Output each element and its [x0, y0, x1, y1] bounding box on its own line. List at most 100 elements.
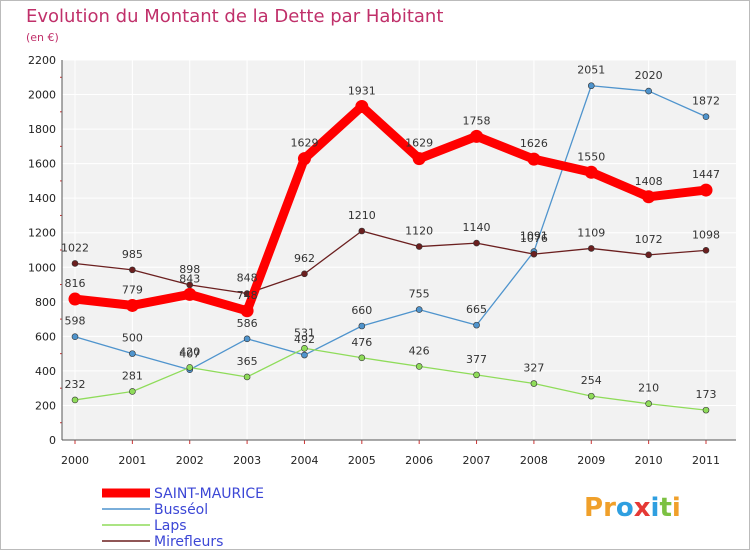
data-point — [415, 243, 423, 250]
x-tick-label: 2006 — [405, 454, 433, 467]
data-label: 281 — [122, 369, 143, 382]
data-point — [355, 99, 369, 113]
data-label: 1931 — [348, 84, 376, 97]
data-point — [183, 287, 197, 301]
data-point — [297, 152, 311, 166]
data-point — [129, 350, 136, 357]
data-label: 232 — [65, 378, 86, 391]
x-tick-label: 2004 — [290, 454, 318, 467]
legend-label: SAINT-MAURICE — [154, 486, 264, 502]
data-point — [702, 247, 710, 254]
data-label: 848 — [237, 272, 258, 285]
grid — [62, 59, 736, 441]
x-tick-label: 2001 — [118, 454, 146, 467]
data-label: 1098 — [692, 228, 720, 241]
data-point — [301, 344, 308, 352]
data-point — [240, 304, 254, 318]
data-point — [186, 364, 194, 371]
data-label: 2051 — [577, 64, 605, 77]
data-point — [415, 363, 423, 370]
data-label: 1076 — [520, 232, 548, 245]
logo-letter: x — [634, 493, 651, 523]
data-label: 898 — [179, 263, 200, 276]
chart-title: Evolution du Montant de la Dette par Hab… — [26, 6, 443, 27]
data-label: 598 — [65, 315, 86, 328]
data-label: 531 — [294, 326, 315, 339]
data-point — [645, 400, 652, 408]
data-point — [473, 321, 480, 329]
data-label: 1626 — [520, 137, 548, 150]
data-point — [584, 165, 598, 179]
data-label: 1072 — [635, 233, 663, 246]
proxiti-logo: Proxiti — [584, 493, 681, 523]
data-point — [587, 82, 595, 90]
axes: 0 200 400 600 800 1000 1200 1400 1600 1800 2000 220… — [28, 54, 736, 467]
y-tick-label: 800 — [35, 296, 56, 309]
data-label: 1091 — [520, 230, 548, 243]
logo-letter: i — [672, 493, 681, 523]
data-point — [358, 322, 366, 330]
x-tick-label: 2000 — [61, 454, 89, 467]
data-label: 1120 — [405, 225, 433, 238]
y-tick-label: 200 — [35, 399, 56, 412]
data-label: 2020 — [635, 69, 663, 82]
y-tick-label: 400 — [35, 365, 56, 378]
data-point — [301, 270, 308, 278]
x-tick-label: 2003 — [233, 454, 261, 467]
data-point — [530, 380, 538, 387]
y-tick-label: 1200 — [28, 227, 56, 240]
data-point — [702, 113, 710, 120]
data-point — [645, 251, 652, 259]
data-point — [71, 333, 79, 341]
logo-letter: t — [659, 493, 671, 523]
data-label: 173 — [696, 388, 717, 401]
x-tick-label: 2008 — [520, 454, 548, 467]
data-point — [473, 239, 480, 247]
data-label: 1758 — [463, 114, 491, 127]
y-tick-label: 2000 — [28, 89, 56, 102]
data-label: 1140 — [463, 221, 491, 234]
data-point — [412, 152, 426, 166]
y-tick-label: 0 — [49, 434, 56, 447]
data-point — [125, 298, 139, 312]
y-tick-label: 2200 — [28, 54, 56, 67]
plot-area — [62, 60, 736, 440]
data-label: 985 — [122, 248, 143, 261]
data-label: 476 — [351, 336, 372, 349]
data-label: 816 — [65, 277, 86, 290]
data-label: 1022 — [61, 241, 89, 254]
data-label: 492 — [294, 333, 315, 346]
data-point — [243, 335, 251, 343]
x-tick-label: 2011 — [692, 454, 720, 467]
data-point — [587, 245, 595, 252]
data-label: 779 — [122, 283, 143, 296]
data-label: 660 — [351, 304, 372, 317]
data-point — [68, 292, 82, 306]
y-tick-label: 1400 — [28, 192, 56, 205]
data-label: 1550 — [577, 150, 605, 163]
logo-letter: o — [616, 493, 634, 523]
data-point — [699, 183, 713, 197]
series-line-laps — [74, 347, 707, 411]
legend-label: Laps — [154, 518, 187, 534]
data-label: 586 — [237, 317, 258, 330]
data-label: 426 — [409, 344, 430, 357]
series-line-buss-ol — [74, 85, 707, 371]
data-point — [129, 388, 136, 395]
data-label: 1408 — [635, 175, 663, 188]
chart-subtitle: (en €) — [26, 31, 59, 44]
data-point — [301, 351, 308, 359]
data-point — [645, 87, 652, 95]
x-tick-label: 2002 — [176, 454, 204, 467]
data-point — [358, 227, 366, 235]
logo-letter: i — [651, 493, 660, 523]
data-point — [642, 190, 656, 204]
data-point — [71, 396, 79, 404]
data-label: 500 — [122, 332, 143, 345]
data-label: 748 — [237, 289, 258, 302]
data-point — [702, 406, 710, 414]
data-label: 407 — [179, 348, 200, 361]
x-tick-label: 2007 — [463, 454, 491, 467]
